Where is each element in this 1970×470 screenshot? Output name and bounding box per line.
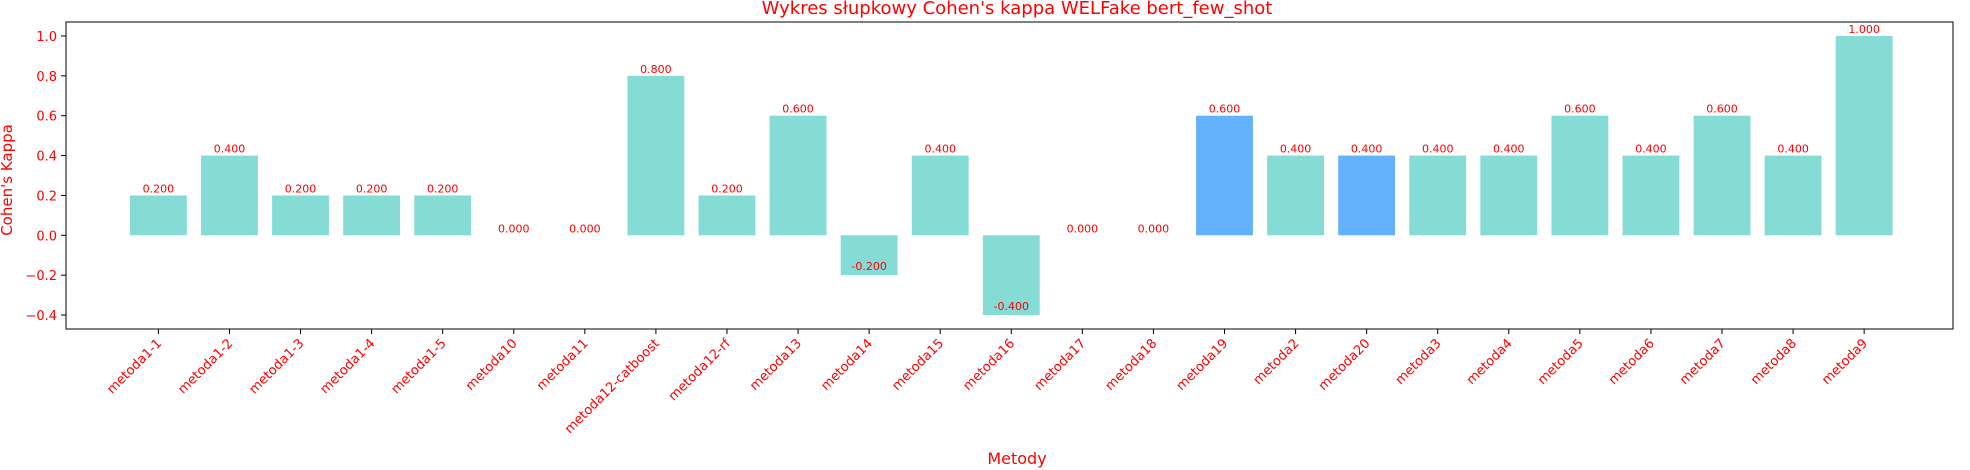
y-tick-label: −0.4 (25, 309, 57, 324)
bar-metoda6 (1622, 155, 1680, 236)
bar-value-label: 0.600 (1209, 103, 1241, 116)
x-tick-label: metoda19 (1174, 336, 1232, 394)
x-tick-label: metoda9 (1819, 336, 1871, 388)
bar-value-label: 0.000 (498, 222, 530, 235)
bar-value-label: 0.200 (427, 182, 459, 195)
bar-value-label: 0.600 (1706, 103, 1738, 116)
bar-metoda13 (769, 115, 827, 236)
x-tick-label: metoda1-3 (246, 336, 307, 397)
bar-value-label: -0.200 (851, 260, 886, 273)
bar-value-label: 1.000 (1848, 23, 1880, 36)
bar-metoda4 (1480, 155, 1538, 236)
y-tick-label: 0.4 (36, 150, 57, 165)
bar-metoda12-catboost (627, 75, 685, 236)
x-tick-label: metoda18 (1103, 336, 1161, 394)
x-tick-label: metoda20 (1316, 336, 1374, 394)
bar-value-label: -0.400 (994, 300, 1029, 313)
x-tick-label: metoda11 (534, 336, 592, 394)
x-tick-label: metoda14 (818, 336, 876, 394)
bar-value-label: 0.000 (1138, 222, 1170, 235)
bar-metoda8 (1764, 155, 1822, 236)
bar-metoda14 (840, 235, 898, 276)
x-tick-label: metoda5 (1535, 336, 1587, 388)
x-tick-label: metoda1-5 (389, 336, 450, 397)
bar-metoda5 (1551, 115, 1609, 236)
x-tick-label: metoda6 (1606, 336, 1658, 388)
bar-metoda16 (982, 235, 1040, 316)
bar-metoda1-1 (129, 195, 187, 236)
bar-value-label: 0.400 (1777, 143, 1809, 156)
x-tick-label: metoda3 (1393, 336, 1445, 388)
bar-metoda1-2 (201, 155, 258, 236)
y-axis: −0.4 −0.2 0.0 0.2 0.4 0.6 0.8 1.0 (25, 30, 66, 324)
bar-metoda1-4 (343, 195, 401, 236)
x-tick-label: metoda2 (1251, 336, 1303, 388)
y-tick-label: 0.0 (36, 229, 57, 244)
bar-value-label: 0.400 (214, 143, 246, 156)
bar-series (129, 35, 1893, 316)
chart-title: Wykres słupkowy Cohen's kappa WELFake be… (762, 0, 1273, 19)
bar-value-label: 0.400 (1280, 143, 1312, 156)
bar-value-label: 0.400 (1493, 143, 1525, 156)
bar-metoda20 (1338, 155, 1396, 236)
y-tick-label: −0.2 (25, 269, 57, 284)
x-tick-label: metoda10 (463, 336, 521, 394)
x-tick-label: metoda8 (1748, 336, 1800, 388)
bar-value-label: 0.200 (356, 182, 388, 195)
bar-metoda2 (1267, 155, 1324, 236)
y-axis-label: Cohen's Kappa (0, 124, 16, 236)
y-tick-label: 0.6 (36, 110, 57, 125)
bar-value-label: 0.000 (1067, 222, 1099, 235)
x-tick-label: metoda1-4 (318, 336, 379, 397)
bar-value-label: 0.400 (1635, 143, 1667, 156)
bar-metoda9 (1835, 35, 1893, 236)
bar-metoda12-rf (698, 195, 756, 236)
x-tick-label: metoda4 (1464, 336, 1516, 388)
bar-metoda15 (911, 155, 969, 236)
x-tick-label: metoda1-2 (175, 336, 236, 397)
x-axis: metoda1-1 metoda1-2 metoda1-3 metoda1-4 meto… (104, 329, 1871, 437)
bar-value-labels: 0.200 0.400 0.200 0.200 0.200 0.000 0.000 0.800… (143, 23, 1880, 313)
bar-value-label: 0.400 (924, 143, 956, 156)
bar-value-label: 0.400 (1351, 143, 1383, 156)
bar-value-label: 0.600 (1564, 103, 1596, 116)
bar-metoda7 (1693, 115, 1751, 236)
x-axis-label: Metody (987, 449, 1046, 468)
bar-metoda3 (1409, 155, 1467, 236)
bar-value-label: 0.200 (285, 182, 317, 195)
x-tick-label: metoda7 (1677, 336, 1729, 388)
bar-metoda19 (1196, 115, 1253, 236)
y-tick-label: 0.8 (36, 70, 57, 85)
x-tick-label: metoda16 (960, 336, 1018, 394)
x-tick-label: metoda13 (747, 336, 805, 394)
y-tick-label: 1.0 (36, 30, 57, 45)
bar-value-label: 0.200 (143, 182, 175, 195)
plot-frame (65, 21, 1954, 330)
bar-value-label: 0.400 (1422, 143, 1454, 156)
bar-value-label: 0.600 (782, 103, 814, 116)
bar-metoda1-5 (414, 195, 472, 236)
bar-value-label: 0.000 (569, 222, 601, 235)
x-tick-label: metoda1-1 (104, 336, 165, 397)
bar-metoda1-3 (272, 195, 329, 236)
bar-value-label: 0.800 (640, 63, 672, 76)
x-tick-label: metoda17 (1032, 336, 1090, 394)
bar-value-label: 0.200 (711, 182, 743, 195)
x-tick-label: metoda12-rf (666, 336, 734, 404)
x-tick-label: metoda15 (889, 336, 947, 394)
y-tick-label: 0.2 (36, 189, 57, 204)
